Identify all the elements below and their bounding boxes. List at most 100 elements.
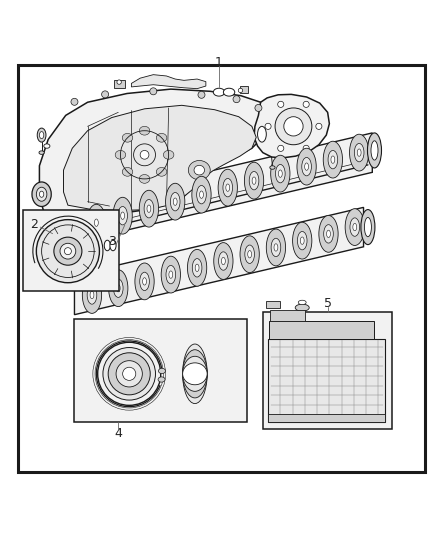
Ellipse shape [183, 344, 207, 403]
Ellipse shape [104, 240, 110, 251]
Bar [266, 301, 280, 308]
Ellipse shape [195, 264, 199, 271]
Ellipse shape [156, 133, 167, 142]
Text: 3: 3 [108, 236, 116, 248]
Ellipse shape [134, 144, 155, 166]
Ellipse shape [140, 150, 149, 159]
Ellipse shape [169, 271, 173, 278]
Text: 1: 1 [215, 56, 223, 69]
Ellipse shape [71, 98, 78, 106]
Ellipse shape [117, 80, 121, 84]
Ellipse shape [298, 300, 306, 304]
Polygon shape [131, 75, 206, 88]
Ellipse shape [90, 292, 94, 298]
Ellipse shape [109, 270, 128, 306]
Ellipse shape [54, 237, 82, 265]
Ellipse shape [367, 133, 381, 168]
Ellipse shape [183, 350, 207, 398]
Ellipse shape [36, 220, 99, 282]
Ellipse shape [123, 367, 136, 381]
Ellipse shape [192, 176, 211, 213]
Ellipse shape [270, 166, 275, 169]
Ellipse shape [252, 177, 256, 184]
Ellipse shape [371, 141, 378, 160]
Polygon shape [74, 207, 364, 314]
Polygon shape [39, 89, 269, 215]
Ellipse shape [218, 169, 237, 206]
Ellipse shape [158, 377, 165, 382]
Ellipse shape [150, 88, 157, 95]
Ellipse shape [240, 236, 259, 273]
Ellipse shape [170, 192, 180, 211]
Ellipse shape [39, 151, 44, 155]
Ellipse shape [361, 209, 375, 245]
Ellipse shape [323, 141, 343, 178]
Ellipse shape [274, 244, 278, 251]
Ellipse shape [188, 160, 210, 180]
Ellipse shape [102, 91, 109, 98]
Bar [263, 312, 392, 429]
Ellipse shape [64, 248, 71, 255]
Ellipse shape [87, 204, 106, 241]
Ellipse shape [161, 256, 180, 293]
Ellipse shape [197, 185, 206, 204]
Ellipse shape [194, 165, 205, 175]
Ellipse shape [265, 123, 271, 130]
Polygon shape [254, 94, 329, 158]
Bar [268, 339, 385, 422]
Ellipse shape [135, 263, 154, 300]
Ellipse shape [238, 88, 243, 93]
Ellipse shape [353, 223, 357, 231]
Ellipse shape [271, 155, 290, 192]
Ellipse shape [297, 231, 307, 250]
Ellipse shape [82, 277, 102, 313]
Ellipse shape [354, 143, 364, 162]
Ellipse shape [350, 134, 369, 171]
Ellipse shape [143, 278, 146, 285]
Ellipse shape [319, 215, 338, 252]
Ellipse shape [192, 259, 202, 277]
Polygon shape [64, 106, 256, 211]
Ellipse shape [103, 348, 155, 400]
Ellipse shape [266, 229, 286, 266]
Ellipse shape [187, 249, 207, 286]
Ellipse shape [118, 206, 127, 225]
Ellipse shape [245, 245, 254, 263]
Ellipse shape [278, 146, 284, 151]
Ellipse shape [113, 197, 132, 234]
Ellipse shape [279, 170, 282, 177]
Ellipse shape [32, 182, 51, 206]
Ellipse shape [284, 117, 303, 136]
Bar [114, 80, 125, 88]
Ellipse shape [139, 190, 159, 227]
Ellipse shape [39, 132, 44, 139]
Bar [268, 414, 385, 422]
Ellipse shape [110, 240, 116, 251]
Ellipse shape [166, 265, 176, 284]
Ellipse shape [276, 165, 285, 183]
Ellipse shape [293, 222, 312, 259]
Ellipse shape [144, 199, 154, 218]
Ellipse shape [139, 126, 150, 135]
Ellipse shape [223, 179, 233, 197]
Ellipse shape [116, 361, 142, 387]
Ellipse shape [223, 88, 235, 96]
Ellipse shape [305, 163, 308, 171]
Ellipse shape [271, 238, 281, 257]
Text: 5: 5 [324, 297, 332, 310]
Ellipse shape [327, 230, 330, 238]
Ellipse shape [275, 108, 312, 145]
Ellipse shape [324, 225, 333, 243]
Ellipse shape [328, 150, 338, 169]
Text: 4: 4 [114, 427, 122, 440]
Ellipse shape [87, 286, 97, 304]
Bar [23, 209, 119, 290]
Ellipse shape [219, 252, 228, 270]
Bar [270, 310, 305, 321]
Ellipse shape [121, 212, 124, 220]
Ellipse shape [297, 148, 316, 185]
Ellipse shape [200, 191, 203, 198]
Ellipse shape [163, 150, 174, 159]
Ellipse shape [244, 162, 264, 199]
Ellipse shape [36, 187, 47, 201]
